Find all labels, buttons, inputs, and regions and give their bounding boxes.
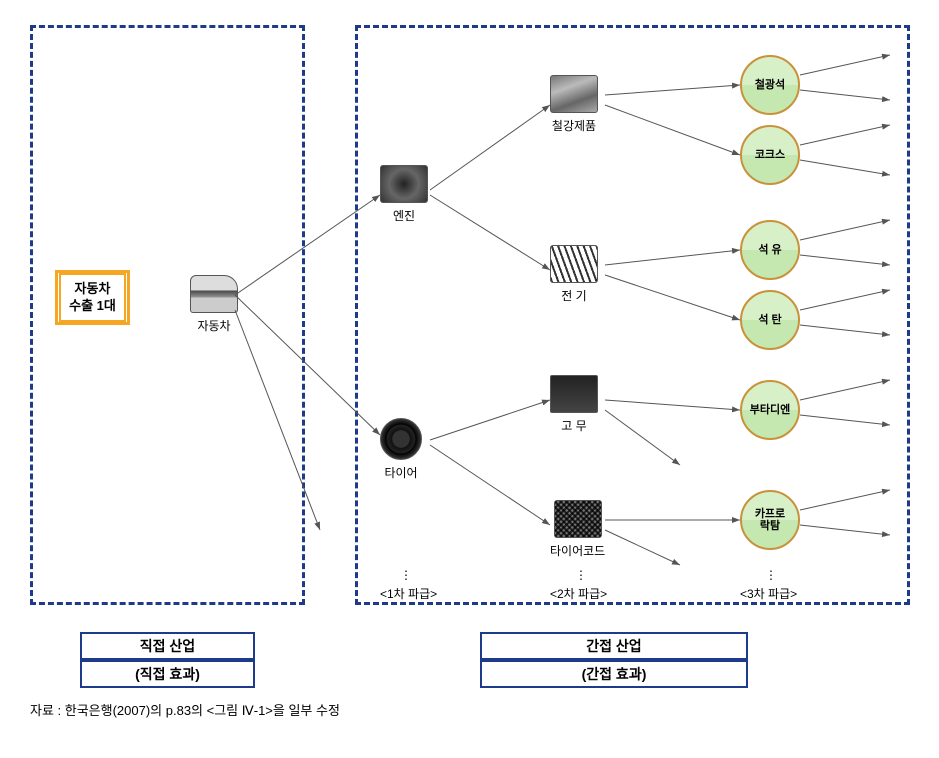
wave-label-0: <1차 파급>	[380, 585, 437, 602]
col2-label-1: 전 기	[550, 287, 598, 304]
car-label: 자동차	[190, 317, 238, 334]
power-icon	[550, 245, 598, 283]
node-car: 자동차	[190, 275, 238, 334]
right-dashed-panel	[355, 25, 910, 605]
wave-label-2: <3차 파급>	[740, 585, 797, 602]
col2-node-0: 철강제품	[550, 75, 598, 134]
col3-circle-5: 카프로락탐	[740, 490, 800, 550]
wave-label-1: <2차 파급>	[550, 585, 607, 602]
source-text: 자료 : 한국은행(2007)의 p.83의 <그림 Ⅳ-1>을 일부 수정	[30, 700, 340, 719]
direct-industry-label: 직접 산업	[80, 632, 255, 660]
col3-circle-2: 석 유	[740, 220, 800, 280]
col2-node-2: 고 무	[550, 375, 598, 434]
col2-label-2: 고 무	[550, 417, 598, 434]
col1-label-0: 엔진	[380, 207, 428, 224]
engine-icon	[380, 165, 428, 203]
col1-label-1: 타이어	[380, 464, 422, 481]
export-box: 자동차수출 1대	[55, 270, 130, 325]
col1-node-0: 엔진	[380, 165, 428, 224]
steel-icon	[550, 75, 598, 113]
col2-node-1: 전 기	[550, 245, 598, 304]
ellipsis-0: ⋮	[400, 568, 412, 582]
cord-icon	[554, 500, 602, 538]
indirect-effect-label: (간접 효과)	[480, 660, 748, 688]
direct-effect-label: (직접 효과)	[80, 660, 255, 688]
col3-circle-0: 철광석	[740, 55, 800, 115]
ellipsis-2: ⋮	[765, 568, 777, 582]
export-box-label: 자동차수출 1대	[59, 273, 126, 323]
col3-circle-1: 코크스	[740, 125, 800, 185]
col2-label-0: 철강제품	[550, 117, 598, 134]
col3-circle-3: 석 탄	[740, 290, 800, 350]
tire-icon	[380, 418, 422, 460]
rubber-icon	[550, 375, 598, 413]
col2-node-3: 타이어코드	[550, 500, 605, 559]
diagram-canvas: 자동차수출 1대 자동차 엔진타이어 철강제품전 기고 무타이어코드 철광석코크…	[20, 20, 919, 738]
car-icon	[190, 275, 238, 313]
col1-node-1: 타이어	[380, 418, 422, 481]
col2-label-3: 타이어코드	[550, 542, 605, 559]
col3-circle-4: 부타디엔	[740, 380, 800, 440]
indirect-industry-label: 간접 산업	[480, 632, 748, 660]
ellipsis-1: ⋮	[575, 568, 587, 582]
